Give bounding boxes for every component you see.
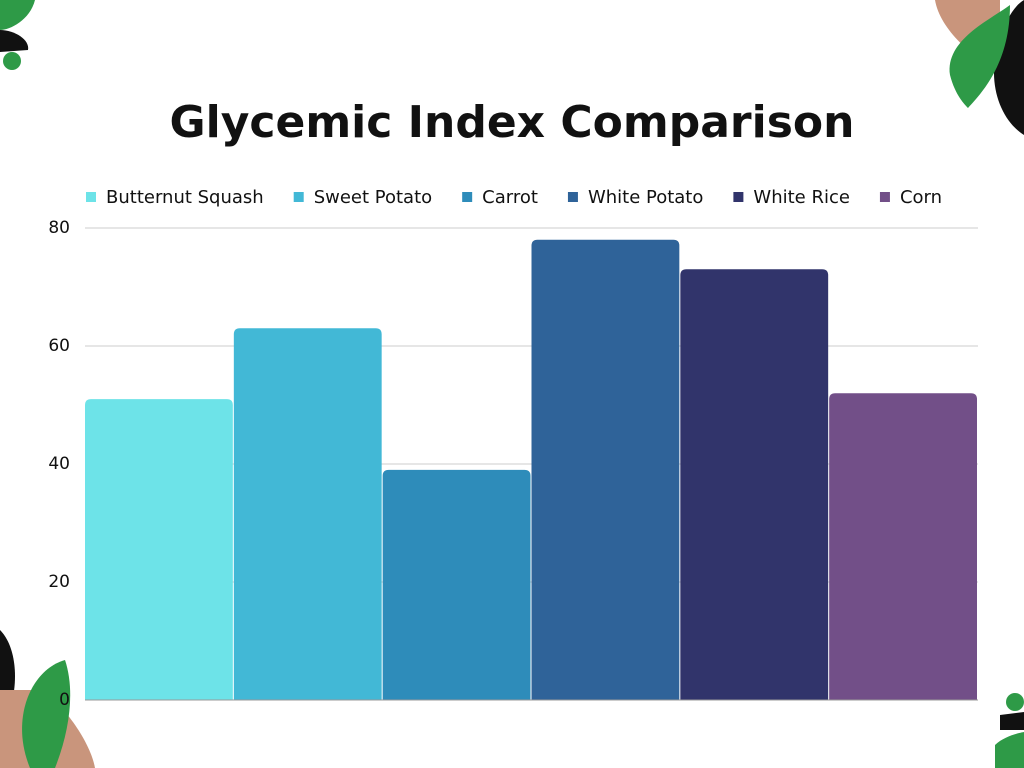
bar <box>233 328 382 700</box>
legend-label: White Rice <box>753 187 850 208</box>
legend-swatch <box>733 192 744 202</box>
legend-swatch <box>462 192 473 202</box>
y-tick-label: 20 <box>48 572 70 592</box>
legend-swatch <box>86 192 96 202</box>
legend-label: Corn <box>900 187 942 208</box>
bar <box>382 469 531 700</box>
legend-label: White Potato <box>588 187 703 208</box>
y-tick-label: 80 <box>48 218 70 238</box>
legend-label: Carrot <box>482 187 538 208</box>
bar <box>85 399 233 700</box>
legend-swatch <box>293 192 304 202</box>
y-tick-label: 0 <box>59 690 70 710</box>
bar <box>680 269 829 700</box>
legend-label: Butternut Squash <box>106 187 264 208</box>
legend-label: Sweet Potato <box>314 187 432 208</box>
legend-swatch <box>879 192 890 202</box>
y-tick-label: 40 <box>48 454 70 474</box>
bar <box>531 239 680 701</box>
bar <box>829 393 977 700</box>
chart-title: Glycemic Index Comparison <box>170 97 855 148</box>
y-tick-label: 60 <box>48 336 70 356</box>
legend-swatch <box>567 192 578 202</box>
